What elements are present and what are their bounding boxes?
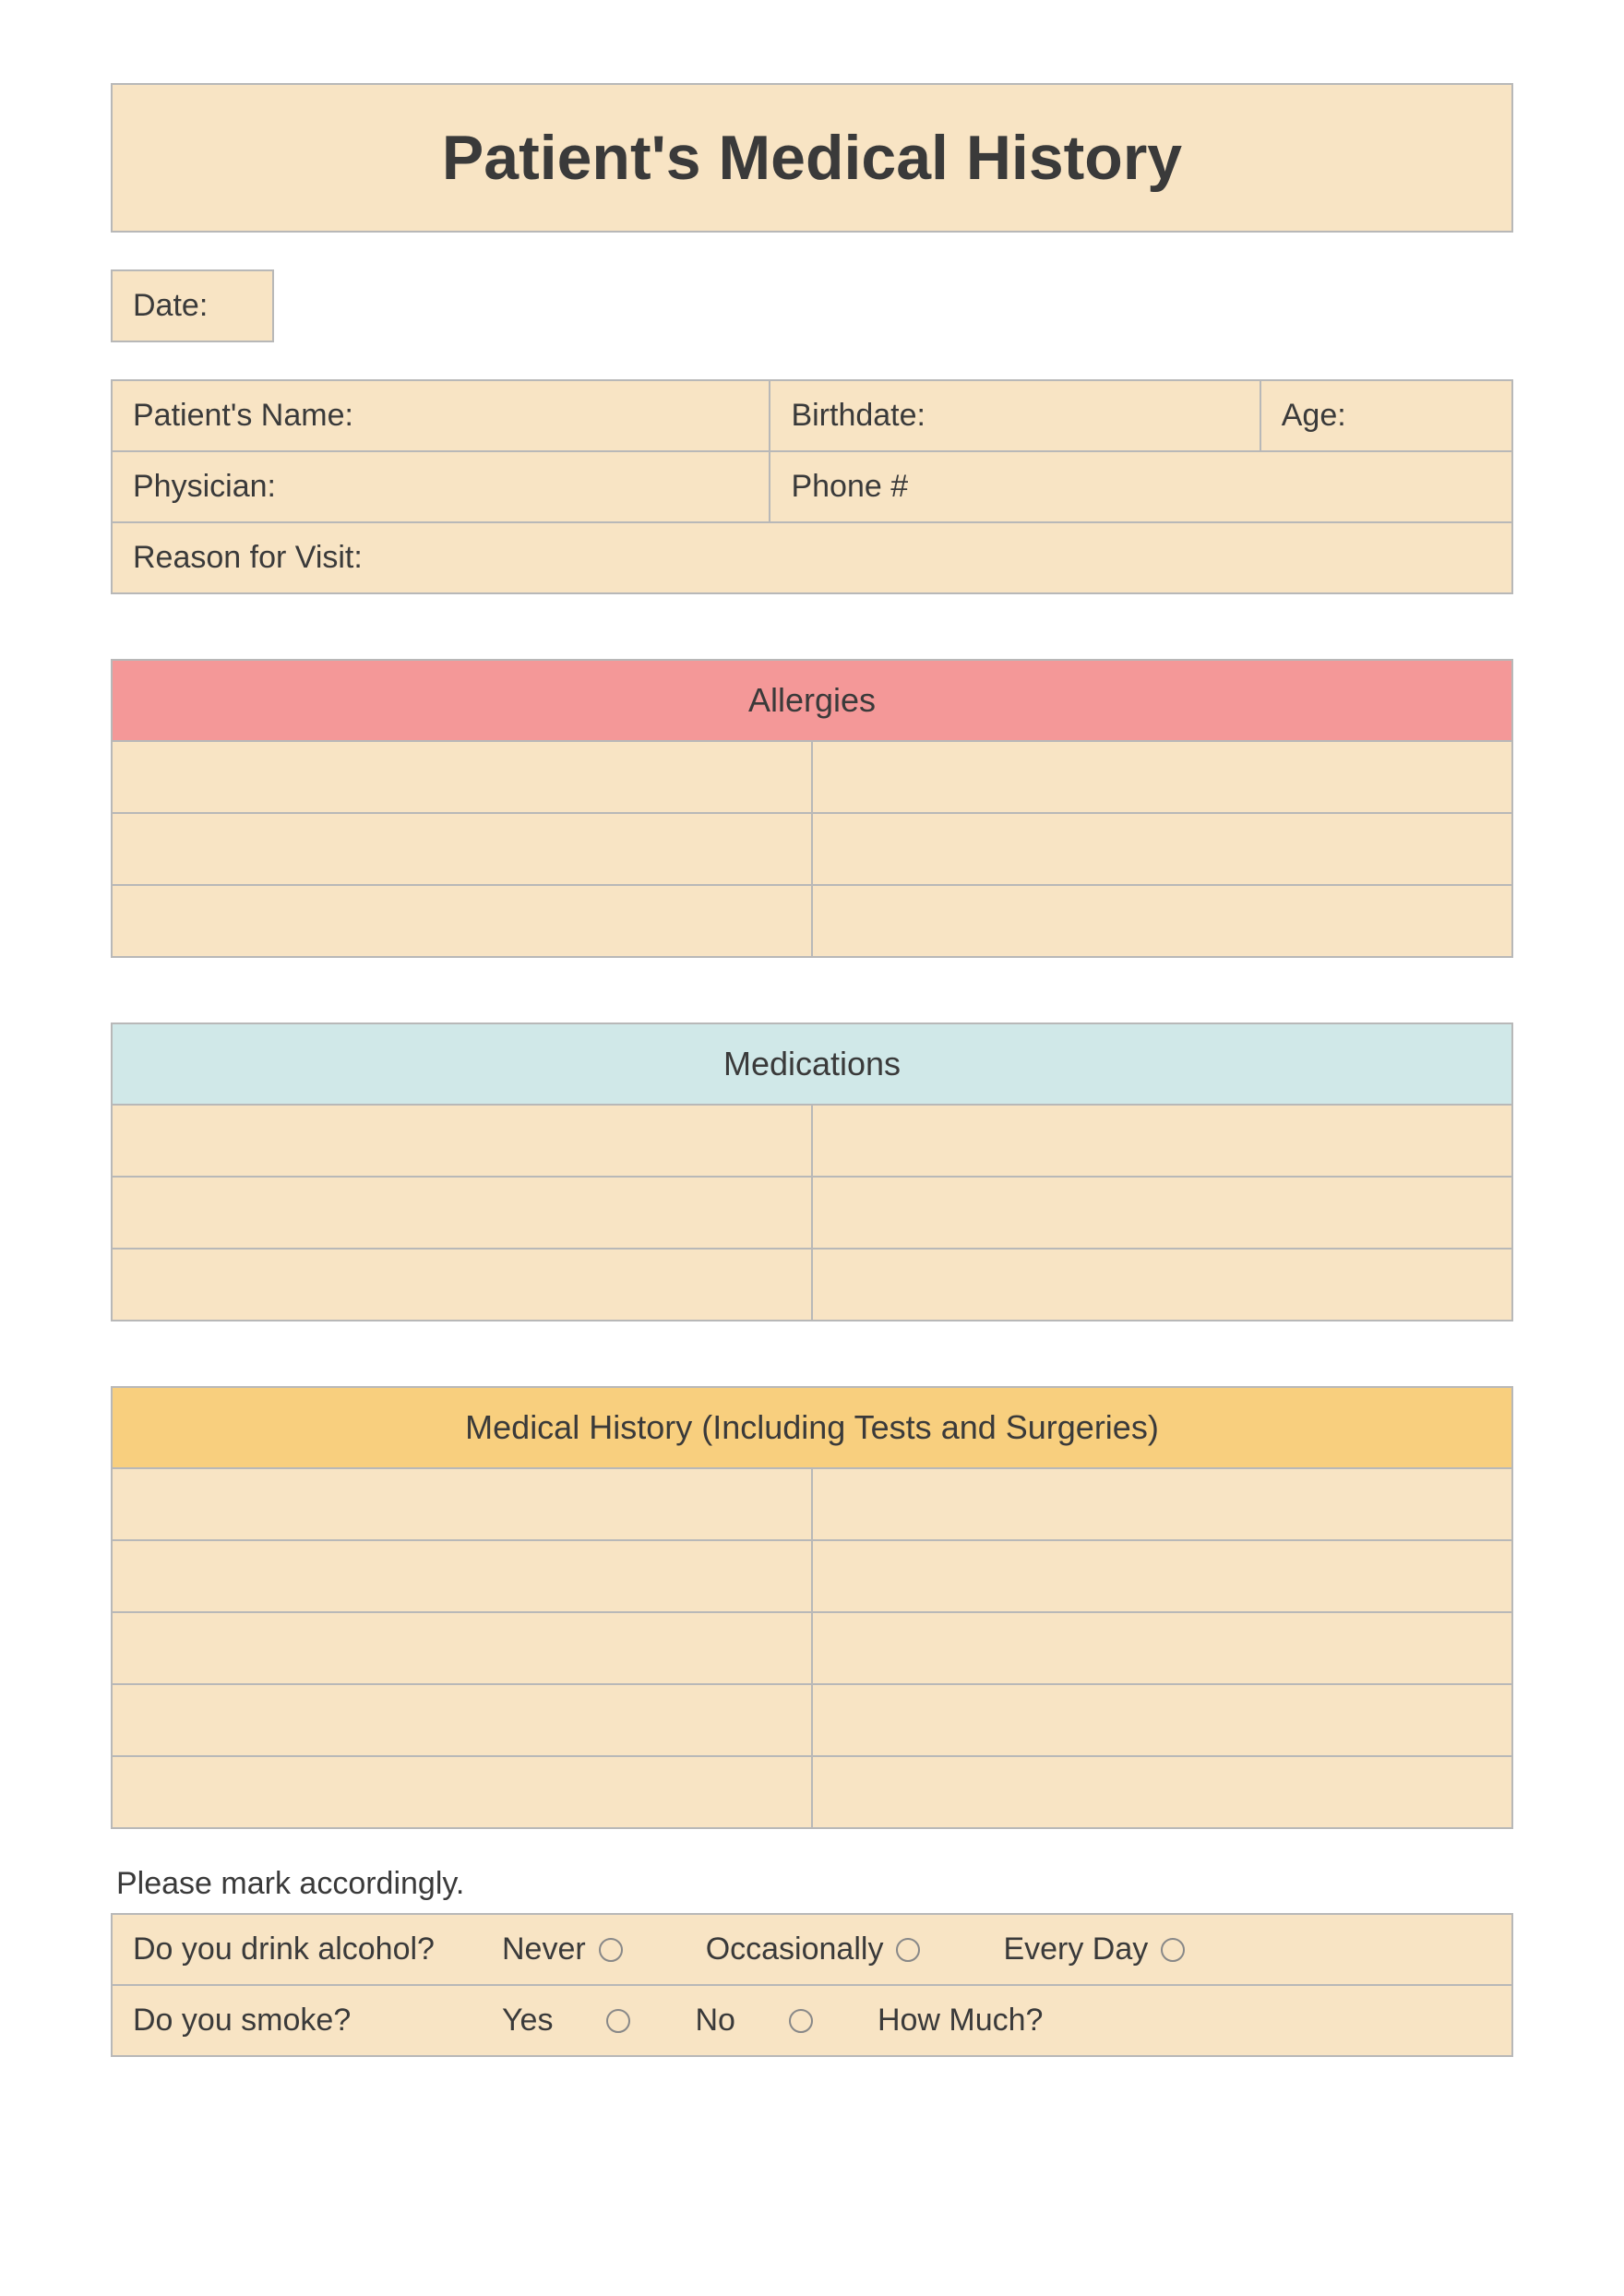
option-label: Every Day [1003, 1931, 1148, 1967]
history-cell[interactable] [812, 1612, 1512, 1684]
medications-cell[interactable] [112, 1249, 812, 1321]
radio-icon [896, 1938, 920, 1962]
instruction-text: Please mark accordingly. [116, 1866, 1513, 1902]
patient-info-table: Patient's Name: Birthdate: Age: Physicia… [111, 379, 1513, 594]
allergies-header: Allergies [112, 660, 1512, 741]
history-cell[interactable] [812, 1468, 1512, 1540]
allergies-cell[interactable] [812, 885, 1512, 957]
history-section: Medical History (Including Tests and Sur… [111, 1386, 1513, 1829]
medications-cell[interactable] [812, 1177, 1512, 1249]
option-label: Yes [502, 2003, 553, 2039]
patient-name-field[interactable]: Patient's Name: [112, 380, 770, 451]
allergies-cell[interactable] [112, 885, 812, 957]
alcohol-everyday-option[interactable]: Every Day [1003, 1931, 1185, 1967]
smoke-no-option[interactable]: No [695, 2003, 812, 2039]
medications-cell[interactable] [812, 1249, 1512, 1321]
age-field[interactable]: Age: [1260, 380, 1512, 451]
option-label: How Much? [878, 2003, 1044, 2039]
radio-icon [599, 1938, 623, 1962]
allergies-cell[interactable] [812, 741, 1512, 813]
history-cell[interactable] [812, 1756, 1512, 1828]
history-cell[interactable] [812, 1684, 1512, 1756]
smoke-yes-option[interactable]: Yes [502, 2003, 630, 2039]
radio-icon [789, 2009, 813, 2033]
page-title: Patient's Medical History [131, 122, 1493, 194]
history-cell[interactable] [112, 1468, 812, 1540]
medications-section: Medications [111, 1022, 1513, 1321]
allergies-cell[interactable] [812, 813, 1512, 885]
history-header: Medical History (Including Tests and Sur… [112, 1387, 1512, 1468]
medications-cell[interactable] [112, 1177, 812, 1249]
reason-field[interactable]: Reason for Visit: [112, 522, 1512, 593]
allergies-cell[interactable] [112, 813, 812, 885]
history-cell[interactable] [112, 1540, 812, 1612]
title-box: Patient's Medical History [111, 83, 1513, 233]
medications-cell[interactable] [812, 1105, 1512, 1177]
alcohol-occasionally-option[interactable]: Occasionally [706, 1931, 921, 1967]
history-cell[interactable] [112, 1684, 812, 1756]
radio-icon [606, 2009, 630, 2033]
allergies-section: Allergies [111, 659, 1513, 958]
history-cell[interactable] [112, 1612, 812, 1684]
birthdate-field[interactable]: Birthdate: [770, 380, 1260, 451]
smoke-howmuch-field[interactable]: How Much? [878, 2003, 1044, 2039]
physician-field[interactable]: Physician: [112, 451, 770, 522]
radio-icon [1161, 1938, 1185, 1962]
phone-field[interactable]: Phone # [770, 451, 1512, 522]
smoke-question: Do you smoke? [133, 2003, 502, 2039]
option-label: No [695, 2003, 734, 2039]
alcohol-never-option[interactable]: Never [502, 1931, 623, 1967]
option-label: Occasionally [706, 1931, 884, 1967]
alcohol-question: Do you drink alcohol? [133, 1931, 502, 1967]
option-label: Never [502, 1931, 586, 1967]
history-cell[interactable] [112, 1756, 812, 1828]
lifestyle-questions: Do you drink alcohol? Never Occasionally… [111, 1913, 1513, 2057]
allergies-cell[interactable] [112, 741, 812, 813]
medications-header: Medications [112, 1023, 1512, 1105]
medications-cell[interactable] [112, 1105, 812, 1177]
history-cell[interactable] [812, 1540, 1512, 1612]
date-field[interactable]: Date: [111, 269, 274, 342]
